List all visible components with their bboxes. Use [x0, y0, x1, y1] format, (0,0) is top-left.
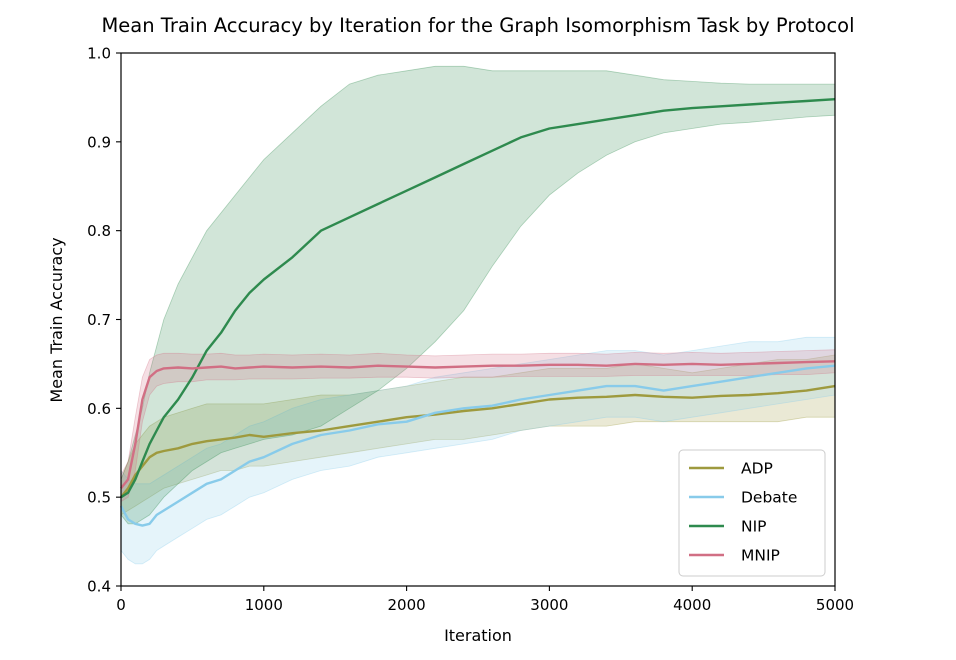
- x-axis-ticks: 0 1000 2000 3000 4000 5000: [116, 586, 854, 614]
- y-tick-label: 0.9: [87, 133, 111, 151]
- series-line-debate: [119, 364, 836, 527]
- x-tick-label: 5000: [816, 596, 854, 614]
- y-tick-label: 0.7: [87, 311, 111, 329]
- x-tick-label: 3000: [530, 596, 568, 614]
- y-tick-label: 0.6: [87, 400, 111, 418]
- legend-label-adp: ADP: [741, 460, 773, 478]
- y-tick-label: 0.5: [87, 489, 111, 507]
- y-tick-label: 0.4: [87, 578, 111, 596]
- series-line-mnip: [120, 360, 836, 490]
- series-line-nip: [120, 98, 836, 499]
- x-tick-label: 1000: [245, 596, 283, 614]
- x-tick-label: 4000: [673, 596, 711, 614]
- y-axis-title: Mean Train Accuracy: [47, 237, 66, 402]
- legend-box: [678, 449, 826, 577]
- legend-label-debate: Debate: [741, 489, 797, 507]
- x-tick-label: 2000: [388, 596, 426, 614]
- legend: ADP Debate NIP MNIP: [678, 449, 826, 577]
- y-tick-label: 0.8: [87, 222, 111, 240]
- chart-title: Mean Train Accuracy by Iteration for the…: [101, 14, 854, 37]
- x-axis-title: Iteration: [444, 626, 512, 645]
- series-line-adp: [120, 384, 836, 498]
- series-lines: [119, 98, 836, 527]
- y-axis-ticks: 0.4 0.5 0.6 0.7 0.8 0.9 1.0: [87, 45, 121, 596]
- x-tick-label: 0: [116, 596, 126, 614]
- legend-label-mnip: MNIP: [741, 547, 780, 565]
- legend-label-nip: NIP: [741, 518, 767, 536]
- y-tick-label: 1.0: [87, 45, 111, 63]
